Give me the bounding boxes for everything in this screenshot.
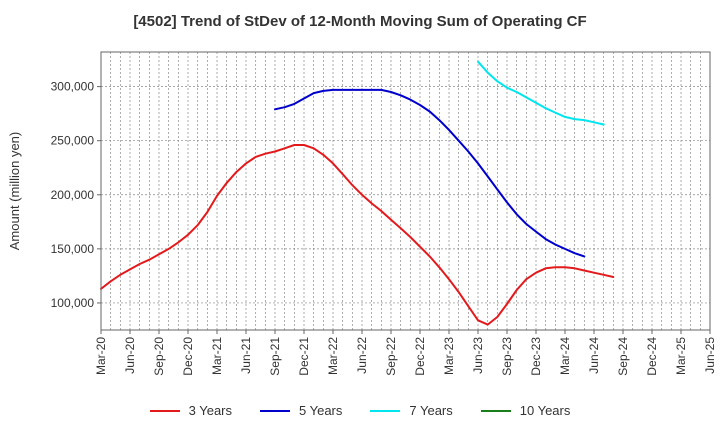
legend-swatch <box>260 409 290 412</box>
x-tick-label: Jun-21 <box>239 337 253 374</box>
x-tick-label: Sep-23 <box>500 337 514 376</box>
legend-swatch <box>370 409 401 412</box>
x-axis-ticks: Mar-20 Jun-20 Sep-20 Dec-20 Mar-21 Jun-21 Sep-… <box>94 330 717 376</box>
y-axis-ticks: 100,000 150,000 200,000 250,000 300,000 <box>51 80 101 310</box>
series-line <box>100 144 615 326</box>
x-tick-label: Dec-23 <box>529 337 543 376</box>
y-tick-label: 100,000 <box>51 296 95 310</box>
legend-item: 10 Years <box>480 403 571 418</box>
x-tick-label: Mar-20 <box>94 337 108 375</box>
y-tick-label: 200,000 <box>51 188 95 202</box>
x-tick-label: Jun-20 <box>123 337 137 374</box>
legend-swatch <box>480 409 511 412</box>
series-line <box>477 60 605 126</box>
x-tick-label: Dec-20 <box>181 337 195 376</box>
y-axis-label: Amount (million yen) <box>7 132 22 251</box>
x-tick-label: Jun-23 <box>471 337 485 374</box>
x-tick-label: Dec-22 <box>413 337 427 376</box>
legend-item: 7 Years <box>370 403 453 418</box>
x-tick-label: Jun-22 <box>355 337 369 374</box>
grid-lines <box>100 52 711 330</box>
series-lines <box>100 60 615 326</box>
x-tick-label: Jun-25 <box>703 337 717 374</box>
legend-label: 5 Years <box>299 403 343 418</box>
x-tick-label: Mar-21 <box>210 337 224 375</box>
x-tick-label: Mar-24 <box>558 337 572 375</box>
x-tick-label: Sep-24 <box>616 337 630 376</box>
x-tick-label: Sep-22 <box>384 337 398 376</box>
legend-item: 5 Years <box>260 403 342 418</box>
x-tick-label: Mar-22 <box>326 337 340 375</box>
legend-item: 3 Years <box>149 403 232 418</box>
y-tick-label: 300,000 <box>51 80 95 94</box>
y-tick-label: 250,000 <box>51 134 95 148</box>
chart-legend: 3 Years 5 Years 7 Years 10 Years <box>0 403 720 418</box>
x-tick-label: Sep-20 <box>152 337 166 376</box>
x-tick-label: Dec-24 <box>645 337 659 376</box>
x-tick-label: Dec-21 <box>297 337 311 376</box>
legend-label: 10 Years <box>519 403 571 418</box>
x-tick-label: Mar-25 <box>674 337 688 375</box>
series-line <box>274 88 586 258</box>
legend-swatch <box>149 409 180 412</box>
x-tick-label: Sep-21 <box>268 337 282 376</box>
legend-label: 3 Years <box>188 403 232 418</box>
x-tick-label: Mar-23 <box>442 337 456 375</box>
y-tick-label: 150,000 <box>51 242 95 256</box>
x-tick-label: Jun-24 <box>587 337 601 374</box>
plot-frame <box>100 51 711 331</box>
legend-label: 7 Years <box>409 403 453 418</box>
chart-title: [4502] Trend of StDev of 12-Month Moving… <box>133 13 587 30</box>
